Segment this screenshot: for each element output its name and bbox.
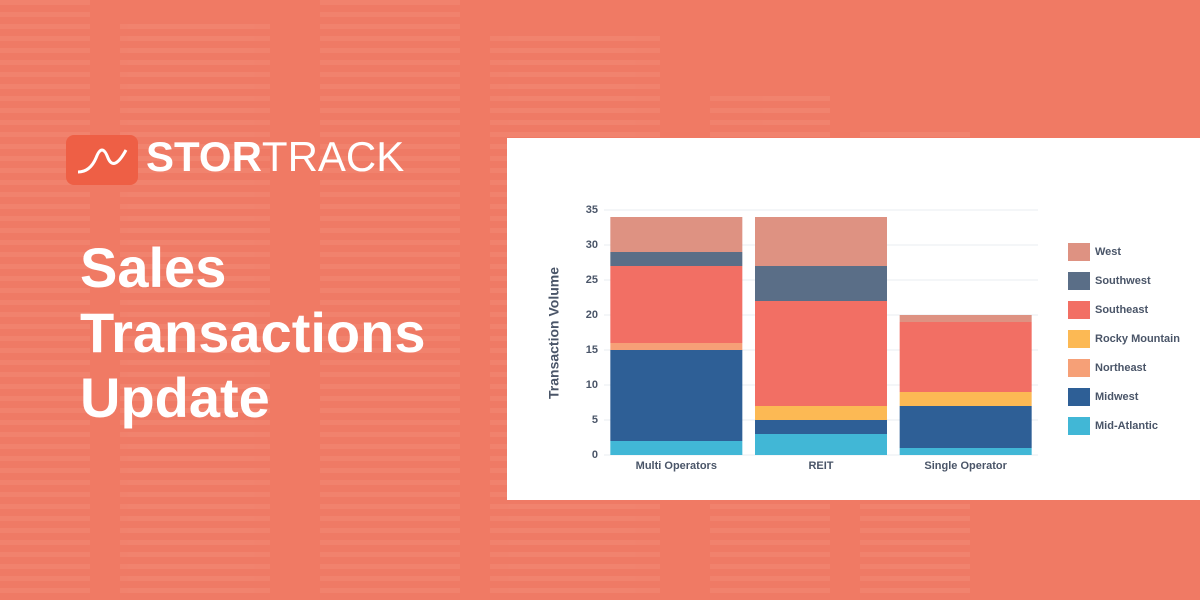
headline: Sales — [80, 236, 226, 299]
legend-label: Southwest — [1095, 275, 1151, 287]
bar-segment — [610, 252, 743, 266]
bar-segment — [755, 217, 887, 266]
bar-segment — [899, 315, 1032, 322]
x-tick-label: Single Operator — [924, 460, 1007, 472]
bar-segment — [610, 266, 743, 343]
legend-label: West — [1095, 246, 1121, 258]
bar-segment — [610, 441, 743, 455]
legend-swatch — [1068, 272, 1090, 290]
legend-swatch — [1068, 330, 1090, 348]
legend-swatch — [1068, 301, 1090, 319]
bar-segment — [755, 420, 887, 434]
y-tick-label: 0 — [592, 449, 598, 461]
x-tick-label: REIT — [808, 460, 833, 472]
y-tick-label: 5 — [592, 414, 598, 426]
logo-icon — [66, 135, 138, 185]
headline: Transactions — [80, 301, 425, 364]
bar-segment — [755, 301, 887, 406]
legend-swatch — [1068, 243, 1090, 261]
y-tick-label: 35 — [586, 204, 598, 216]
bar-segment — [610, 343, 743, 350]
logo-light: TRACK — [262, 133, 404, 180]
y-tick-label: 10 — [586, 379, 598, 391]
legend-label: Northeast — [1095, 362, 1147, 374]
bar-segment — [755, 434, 887, 455]
y-tick-label: 15 — [586, 344, 598, 356]
logo-wave — [77, 148, 128, 174]
legend-label: Southeast — [1095, 304, 1149, 316]
legend-swatch — [1068, 417, 1090, 435]
bar-segment — [610, 350, 743, 441]
bar-segment — [755, 406, 887, 420]
legend-label: Rocky Mountain — [1095, 333, 1180, 345]
headline: Update — [80, 366, 270, 429]
logo-bold: STOR — [146, 133, 262, 180]
bar-segment — [899, 322, 1032, 392]
y-tick-label: 25 — [586, 274, 598, 286]
legend-label: Midwest — [1095, 391, 1139, 403]
y-tick-label: 30 — [586, 239, 598, 251]
bar-segment — [755, 266, 887, 301]
logo-text: STORTRACK — [146, 133, 404, 180]
bar-segment — [899, 392, 1032, 406]
bar-segment — [899, 406, 1032, 448]
legend-swatch — [1068, 359, 1090, 377]
bar-segment — [899, 448, 1032, 455]
bar-segment — [610, 217, 743, 252]
legend-swatch — [1068, 388, 1090, 406]
y-axis-title: Transaction Volume — [546, 267, 562, 399]
legend-label: Mid-Atlantic — [1095, 420, 1158, 432]
y-tick-label: 20 — [586, 309, 598, 321]
chart: 0 5 10 15 20 25 30 35 Multi Operators REIT Single … — [586, 204, 1180, 472]
x-tick-label: Multi Operators — [636, 460, 717, 472]
